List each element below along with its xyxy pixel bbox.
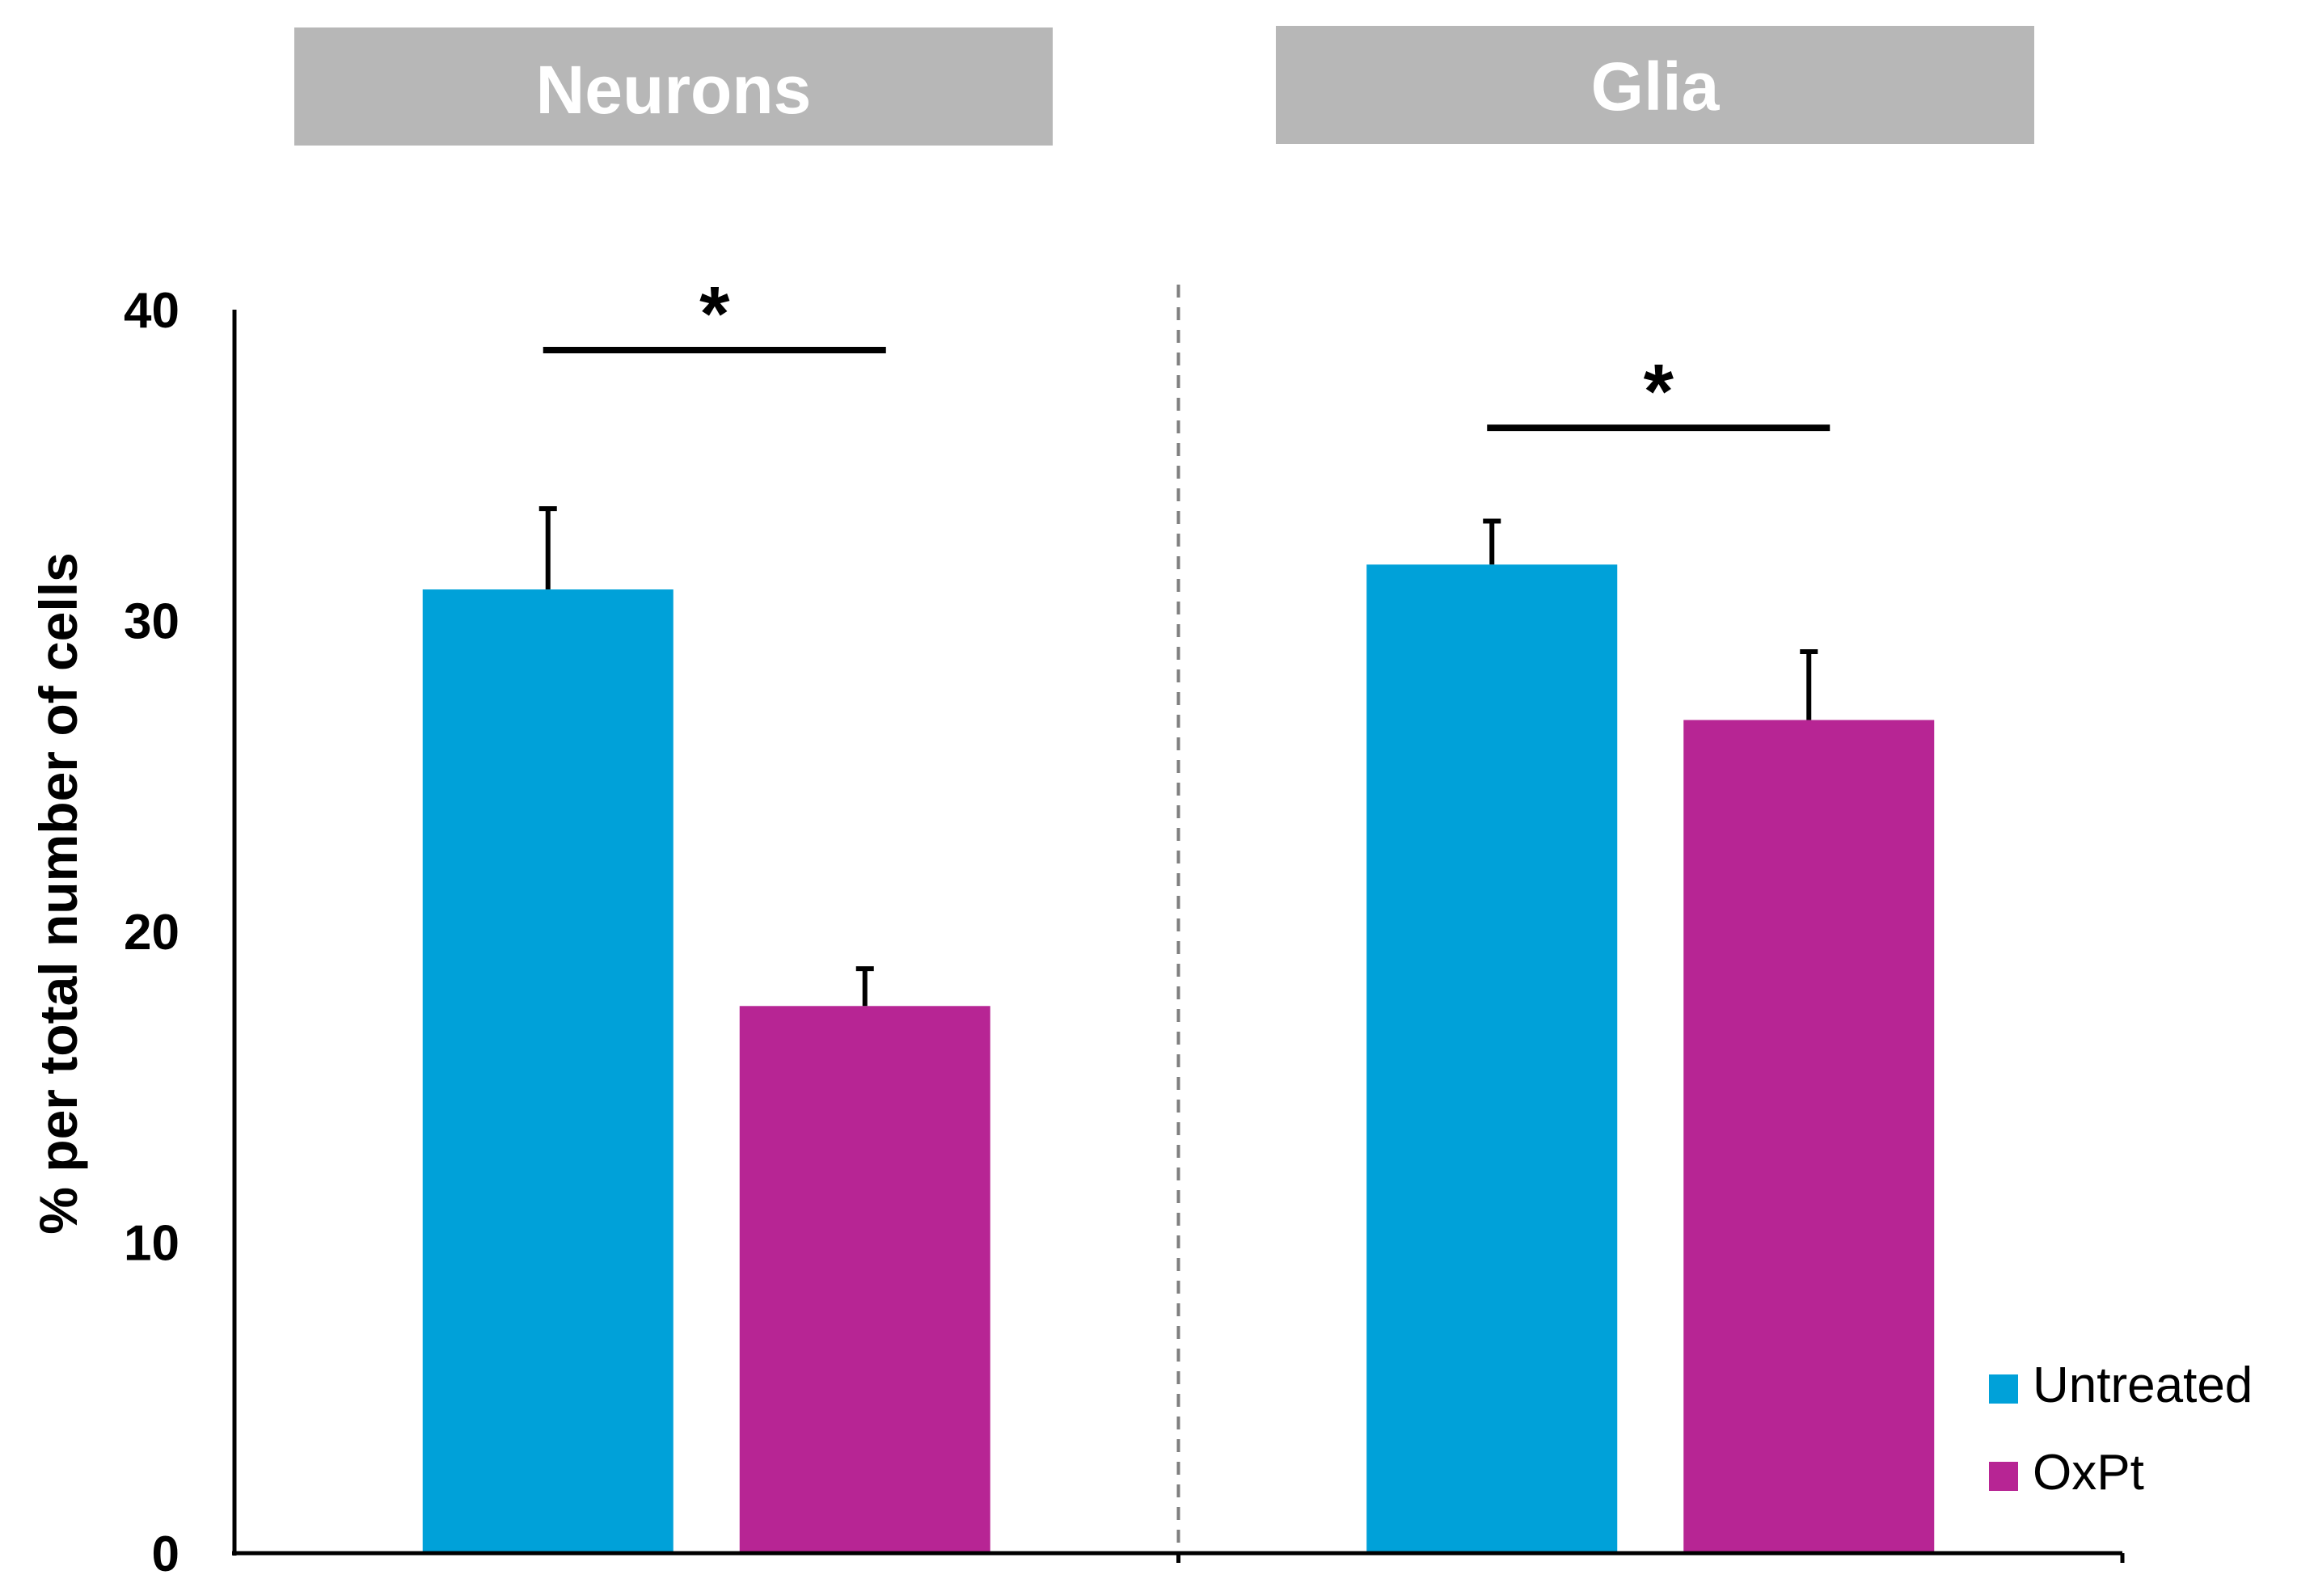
y-tick-label-0: 0	[152, 1526, 179, 1582]
error-bars	[538, 506, 1818, 1007]
y-tick-label-20: 20	[124, 905, 179, 961]
axes	[232, 310, 2125, 1563]
bar-neurons-oxpt	[739, 1006, 990, 1553]
y-tick-label-10: 10	[124, 1216, 179, 1272]
panel-label-glia: Glia	[1591, 49, 1721, 125]
bars	[422, 564, 1935, 1553]
legend-label-untreated: Untreated	[2033, 1357, 2253, 1413]
bar-neurons-untreated	[422, 589, 674, 1553]
bar-glia-untreated	[1366, 564, 1618, 1553]
panel-header-neurons: Neurons	[294, 27, 1053, 146]
significance-star-neurons: *	[699, 271, 730, 357]
y-tick-label-40: 40	[124, 283, 179, 339]
legend-swatch-oxpt	[1989, 1462, 2018, 1491]
panel-label-neurons: Neurons	[536, 52, 812, 128]
legend-swatch-untreated	[1989, 1374, 2018, 1404]
y-tick-label-30: 30	[124, 594, 179, 650]
bar-glia-oxpt	[1683, 720, 1935, 1553]
y-axis-label: % per total number of cells	[28, 552, 88, 1235]
y-axis-ticks: 0 10 20 30 40	[124, 283, 179, 1582]
legend: Untreated OxPt	[1989, 1357, 2253, 1501]
significance-star-glia: *	[1644, 348, 1674, 435]
significance-markers: **	[543, 271, 1831, 435]
panel-header-glia: Glia	[1276, 26, 2034, 144]
legend-label-oxpt: OxPt	[2033, 1445, 2144, 1501]
